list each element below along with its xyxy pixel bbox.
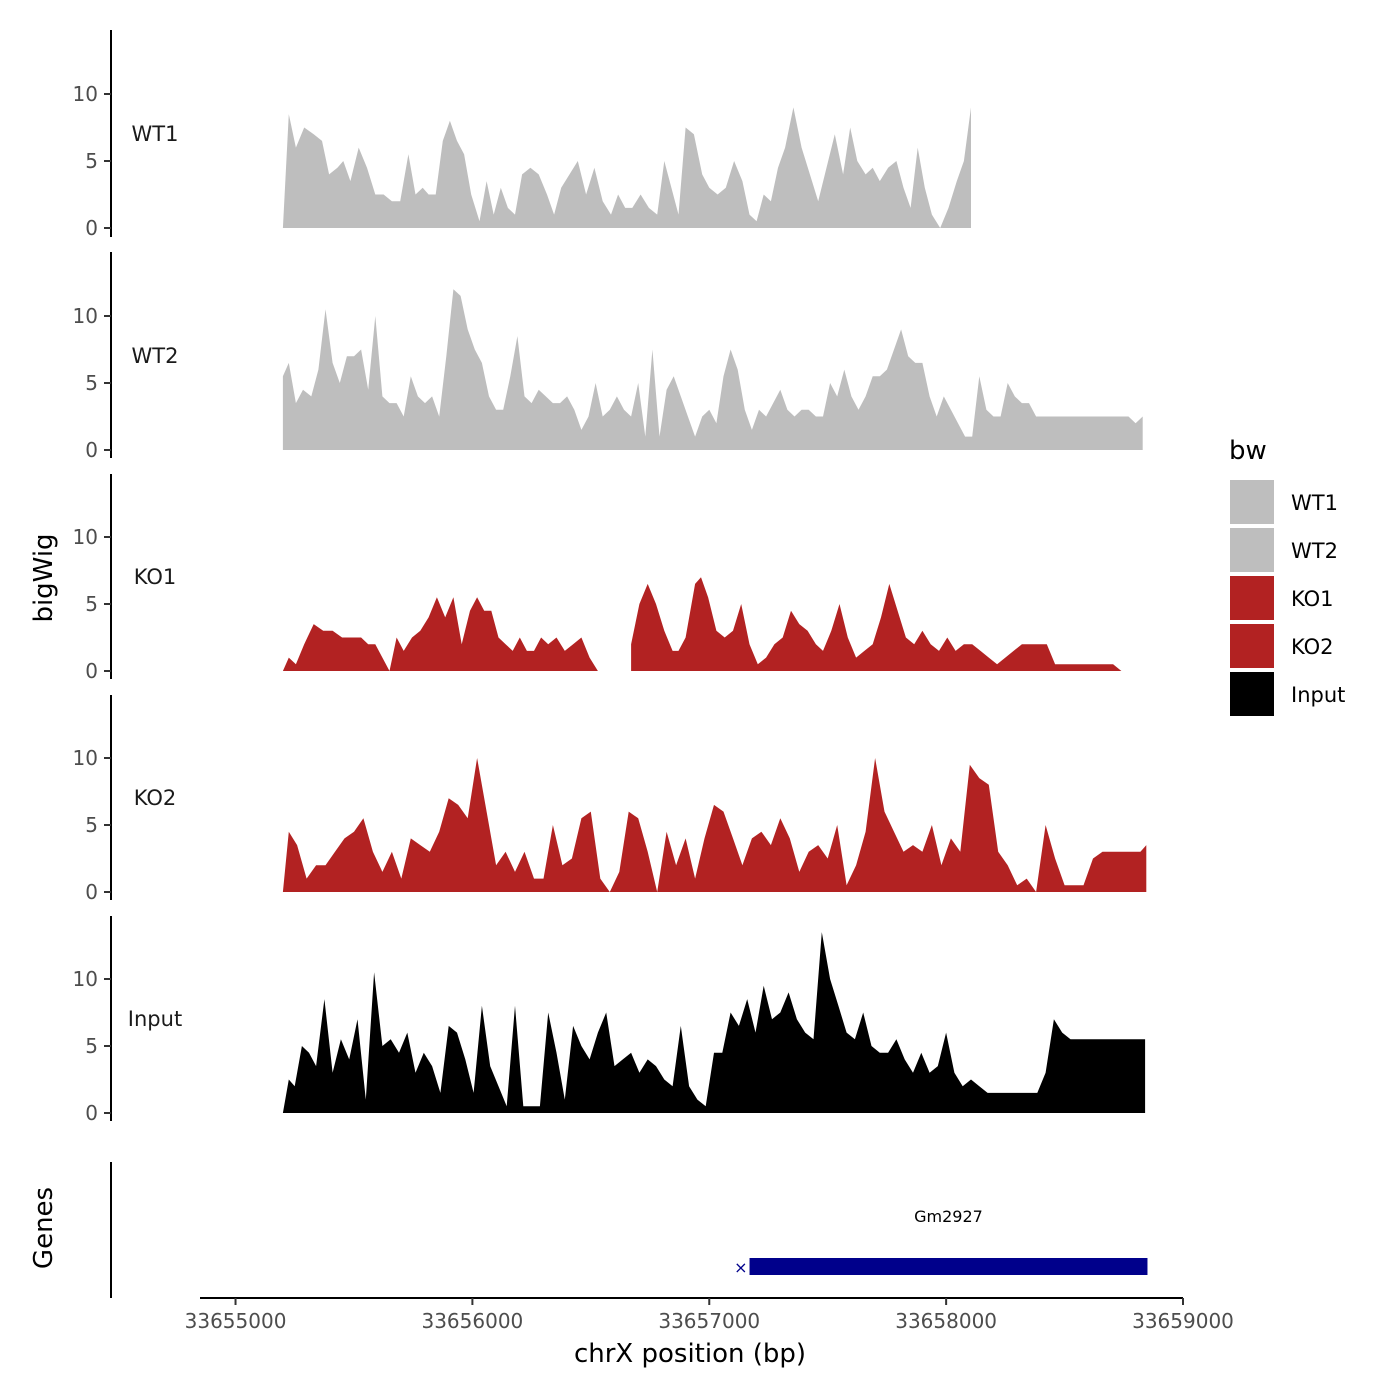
y-tick-label: 5	[85, 813, 98, 837]
x-tick-label: 33655000	[185, 1309, 287, 1333]
y-tick-label: 5	[85, 371, 98, 395]
legend-label-wt1: WT1	[1291, 491, 1338, 515]
signal-area-input	[282, 932, 1146, 1113]
track-wt1: 0 5 10 WT1	[73, 30, 971, 240]
genes-track: Genes × Gm2927	[29, 1162, 1148, 1298]
legend-label-input: Input	[1291, 683, 1345, 707]
legend-swatch-ko1	[1230, 576, 1274, 620]
genes-track-title: Genes	[29, 1187, 59, 1269]
legend: bw WT1 WT2 KO1 KO2 Input	[1229, 436, 1345, 716]
y-tick-label: 5	[85, 592, 98, 616]
y-tick-label: 10	[73, 82, 98, 106]
y-tick-label: 10	[73, 304, 98, 328]
gene-body	[749, 1258, 1148, 1275]
signal-area-wt1	[282, 107, 971, 228]
track-label: KO1	[134, 565, 177, 589]
signal-tracks: 0 5 10 WT1 0 5 10 WT2 0 5 10 KO1 0 5 10 KO2 0 5 10 Input	[73, 30, 1147, 1125]
y-tick-label: 10	[73, 746, 98, 770]
legend-swatch-wt1	[1230, 480, 1274, 524]
legend-label-ko2: KO2	[1291, 635, 1334, 659]
x-tick-label: 33658000	[895, 1309, 997, 1333]
y-tick-label: 5	[85, 149, 98, 173]
track-label: WT1	[132, 122, 179, 146]
track-ko1: 0 5 10 KO1	[73, 474, 1147, 683]
x-tick-label: 33659000	[1132, 1309, 1234, 1333]
track-input: 0 5 10 Input	[73, 916, 1146, 1125]
track-ko2: 0 5 10 KO2	[73, 695, 1147, 904]
legend-label-wt2: WT2	[1291, 539, 1338, 563]
gene-strand-marker: ×	[734, 1258, 747, 1277]
legend-swatch-wt2	[1230, 528, 1274, 572]
x-tick-label: 33656000	[421, 1309, 523, 1333]
track-wt2: 0 5 10 WT2	[73, 252, 1143, 462]
legend-title: bw	[1229, 436, 1267, 466]
y-axis-title: bigWig	[29, 533, 59, 622]
y-tick-label: 0	[85, 659, 98, 683]
legend-swatch-ko2	[1230, 624, 1274, 668]
y-tick-label: 10	[73, 967, 98, 991]
legend-label-ko1: KO1	[1291, 587, 1334, 611]
y-tick-label: 5	[85, 1034, 98, 1058]
track-label: KO2	[134, 786, 177, 810]
signal-area-wt2	[282, 289, 1143, 450]
signal-area-ko2	[282, 758, 1147, 892]
y-tick-label: 0	[85, 216, 98, 240]
track-label: Input	[128, 1007, 182, 1031]
x-tick-label: 33657000	[658, 1309, 760, 1333]
signal-area-ko1	[631, 577, 1147, 671]
track-label: WT2	[132, 344, 179, 368]
gene-label: Gm2927	[914, 1207, 983, 1226]
legend-swatch-input	[1230, 672, 1274, 716]
x-axis: 33655000 33656000 33657000 33658000 33659000	[185, 1297, 1234, 1333]
y-tick-label: 10	[73, 525, 98, 549]
y-tick-label: 0	[85, 1101, 98, 1125]
signal-area-ko1	[282, 597, 598, 671]
y-tick-label: 0	[85, 438, 98, 462]
y-tick-label: 0	[85, 880, 98, 904]
x-axis-title: chrX position (bp)	[574, 1339, 806, 1369]
